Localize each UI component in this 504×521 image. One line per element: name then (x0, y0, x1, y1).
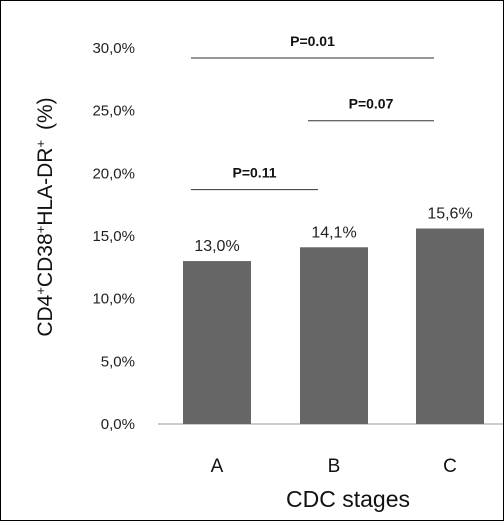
data-labels: 13,0% 14,1% 15,6% (194, 205, 472, 255)
y-tick-labels: 0,0% 5,0% 10,0% 15,0% 20,0% 25,0% 30,0% (92, 40, 135, 433)
category-label: B (328, 456, 341, 477)
y-tick-label: 5,0% (101, 353, 135, 370)
y-axis-title: CD4+CD38+HLA-DR+(%) (33, 97, 58, 336)
y-tick-label: 0,0% (101, 416, 135, 433)
y-tick-label: 30,0% (92, 40, 135, 57)
bar (300, 247, 368, 424)
y-tick-label: 25,0% (92, 103, 135, 120)
bar (416, 228, 484, 424)
bar-value-label: 13,0% (194, 238, 239, 255)
significance-label: P=0.11 (233, 165, 277, 181)
category-label: C (443, 456, 457, 477)
bar-value-label: 15,6% (427, 205, 472, 222)
bars (183, 228, 484, 424)
y-tick-label: 15,0% (92, 228, 135, 245)
category-label: A (211, 456, 224, 477)
y-tick-label: 20,0% (92, 165, 135, 182)
x-axis-title: CDC stages (286, 486, 410, 512)
bar-value-label: 14,1% (311, 224, 356, 241)
category-labels: A B C (211, 456, 457, 477)
bar (183, 261, 251, 424)
significance-label: P=0.07 (349, 96, 394, 112)
y-tick-label: 10,0% (92, 291, 135, 308)
significance-annotations: P=0.11 P=0.07 P=0.01 (191, 33, 434, 191)
significance-label: P=0.01 (290, 33, 335, 49)
